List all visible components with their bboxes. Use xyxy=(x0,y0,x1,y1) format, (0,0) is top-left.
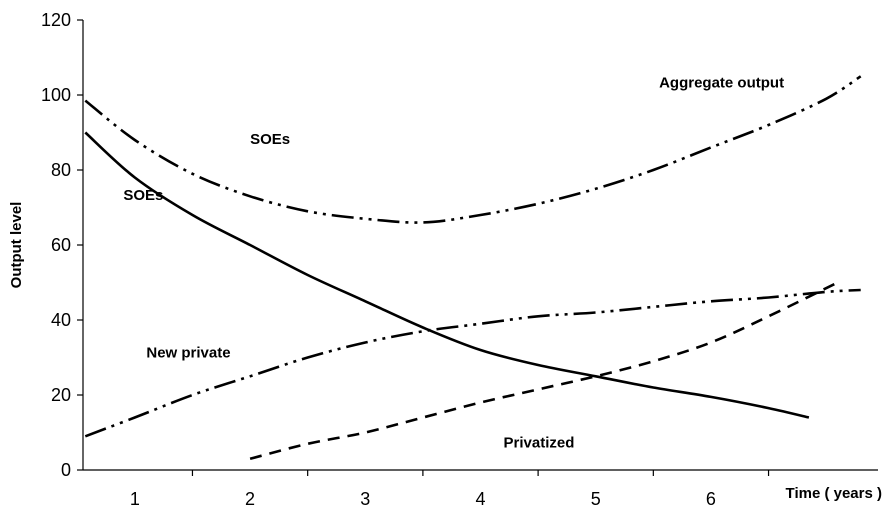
y-tick-label: 20 xyxy=(51,385,71,405)
x-tick-label: 5 xyxy=(591,489,601,507)
y-axis-title: Output level xyxy=(8,202,25,289)
aggregate-output-line xyxy=(84,75,862,224)
x-tick-label: 6 xyxy=(706,489,716,507)
annotation-label: SOEs xyxy=(250,131,290,148)
annotation-label: Privatized xyxy=(504,435,575,452)
soes-line xyxy=(84,131,810,419)
y-tick-label: 100 xyxy=(41,85,71,105)
axes: 0 20 40 60 80 100 120 1 2 3 4 5 6 xyxy=(41,10,878,507)
y-tick-label: 120 xyxy=(41,10,71,30)
y-tick-label: 60 xyxy=(51,235,71,255)
annotation-label: Aggregate output xyxy=(659,75,784,92)
x-tick-label: 1 xyxy=(130,489,140,507)
x-axis-title: Time ( years ) xyxy=(786,485,882,502)
series-group xyxy=(84,75,862,461)
new-private-line xyxy=(84,288,861,438)
annotation-label: SOEs xyxy=(123,187,163,204)
privatized-line xyxy=(249,281,839,461)
y-tick-label: 0 xyxy=(61,460,71,480)
x-tick-label: 3 xyxy=(360,489,370,507)
x-tick-label: 2 xyxy=(245,489,255,507)
annotation-label: New private xyxy=(146,345,230,362)
annotations-group: Aggregate output SOEs SOEs New private Priva… xyxy=(123,75,784,452)
y-tick-label: 80 xyxy=(51,160,71,180)
y-tick-label: 40 xyxy=(51,310,71,330)
x-tick-label: 4 xyxy=(475,489,485,507)
